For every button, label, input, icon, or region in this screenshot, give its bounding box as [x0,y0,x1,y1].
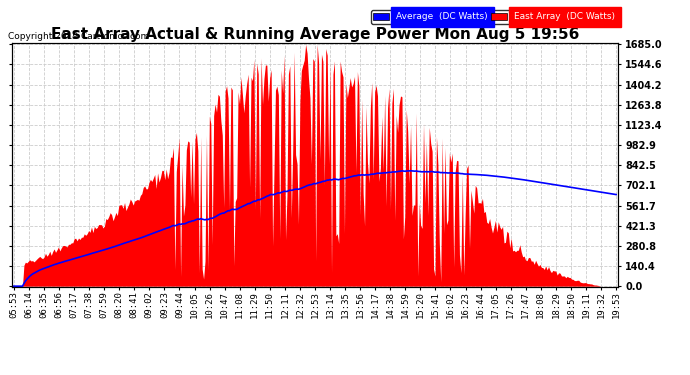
Text: Copyright 2019 Cartronics.com: Copyright 2019 Cartronics.com [8,32,150,41]
Legend: Average  (DC Watts), East Array  (DC Watts): Average (DC Watts), East Array (DC Watts… [371,10,618,24]
Title: East Array Actual & Running Average Power Mon Aug 5 19:56: East Array Actual & Running Average Powe… [51,27,579,42]
